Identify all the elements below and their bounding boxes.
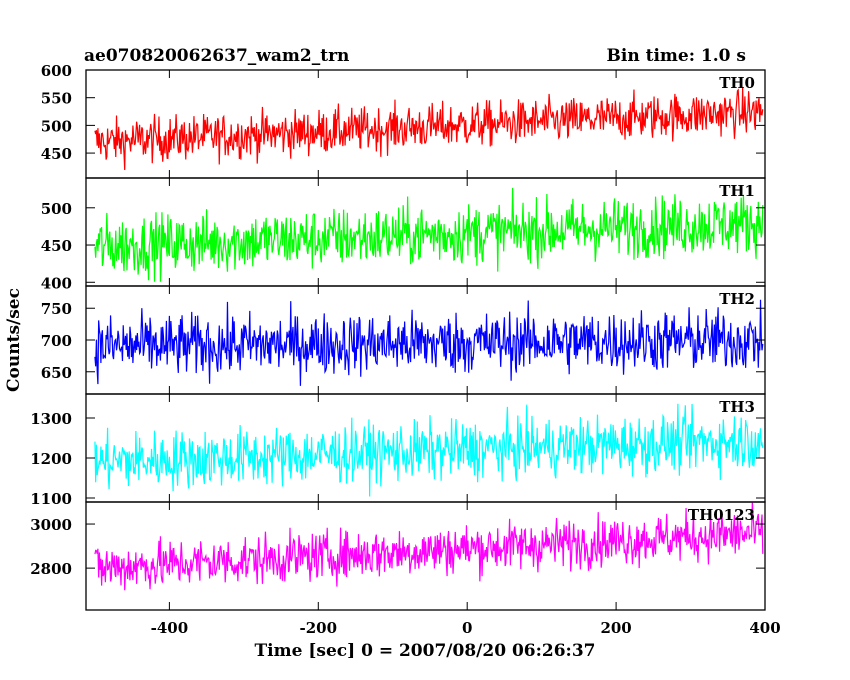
y-tick-label: 1100 xyxy=(30,490,72,508)
x-tick-label: -200 xyxy=(300,619,338,637)
bin-time-label: Bin time: 1.0 s xyxy=(607,46,746,66)
panel-label: TH1 xyxy=(719,182,755,200)
panels-group: 450 500 550 600 TH0 400 450 500 TH1 650 700 750 TH2 1… xyxy=(30,62,766,611)
y-tick-label: 600 xyxy=(41,62,72,80)
panel-th2: 650 700 750 TH2 xyxy=(41,285,766,395)
y-tick-label: 450 xyxy=(41,237,72,255)
x-tick-label: 400 xyxy=(749,619,780,637)
x-tick-label: -400 xyxy=(151,619,189,637)
panel-th0: 450 500 550 600 TH0 xyxy=(41,62,766,179)
x-axis-label: Time [sec] 0 = 2007/08/20 06:26:37 xyxy=(255,641,596,661)
panel-label: TH0 xyxy=(719,74,755,92)
y-tick-label: 550 xyxy=(41,90,72,108)
panel-label: TH3 xyxy=(719,398,755,416)
panel-frame xyxy=(85,501,766,611)
panel-th1: 400 450 500 TH1 xyxy=(41,177,766,292)
y-tick-label: 650 xyxy=(41,364,72,382)
y-axis-label: Counts/sec xyxy=(4,288,24,392)
y-tick-label: 500 xyxy=(41,200,72,218)
panel-label: TH0123 xyxy=(688,506,755,524)
panel-th0123: 2800 3000 TH0123 xyxy=(30,501,766,611)
series-line-th1 xyxy=(94,187,764,282)
y-tick-label: 1300 xyxy=(30,410,72,428)
x-axis: -400 -200 0 200 400 xyxy=(151,619,781,637)
panel-th3: 1100 1200 1300 TH3 xyxy=(30,393,766,508)
series-line-th0123 xyxy=(94,502,764,591)
y-tick-label: 400 xyxy=(41,274,72,292)
y-tick-label: 750 xyxy=(41,300,72,318)
series-line-th2 xyxy=(94,299,764,386)
chart-title: ae070820062637_wam2_trn xyxy=(84,46,349,66)
y-tick-label: 3000 xyxy=(30,516,72,534)
y-tick-label: 450 xyxy=(41,145,72,163)
panel-label: TH2 xyxy=(719,290,755,308)
series-line-th3 xyxy=(94,403,764,497)
y-tick-label: 700 xyxy=(41,332,72,350)
y-tick-label: 1200 xyxy=(30,450,72,468)
y-tick-label: 2800 xyxy=(30,560,72,578)
x-tick-label: 0 xyxy=(462,619,472,637)
y-tick-label: 500 xyxy=(41,117,72,135)
x-tick-label: 200 xyxy=(600,619,631,637)
series-line-th0 xyxy=(94,86,764,170)
